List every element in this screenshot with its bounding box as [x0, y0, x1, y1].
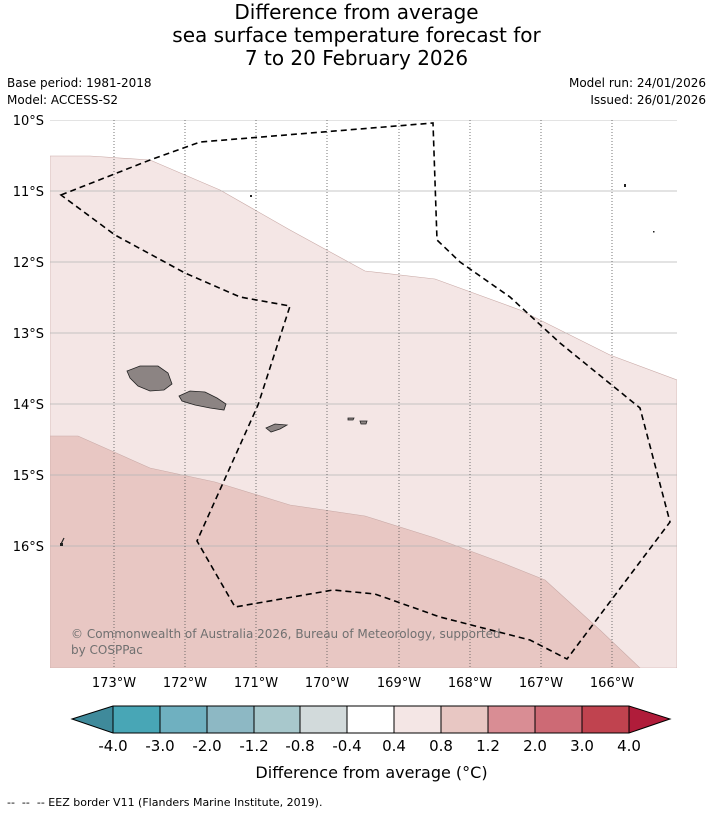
colorbar-bin-8	[441, 706, 488, 733]
map-area	[50, 120, 677, 668]
lon-label-170w: 170°W	[305, 676, 349, 691]
colorbar-tick: -1.2	[239, 737, 268, 755]
colorbar-tick: -0.4	[332, 737, 361, 755]
base-period-text: Base period: 1981-2018	[7, 76, 152, 90]
latitude-gridlines	[50, 120, 677, 547]
colorbar-bin-5	[300, 706, 347, 733]
colorbar-tick: -0.8	[285, 737, 314, 755]
eez-border	[59, 122, 671, 661]
title-line-2: sea surface temperature forecast for	[172, 23, 541, 47]
lat-label-11s: 11°S	[13, 185, 44, 200]
lon-label-166w: 166°W	[590, 676, 634, 691]
colorbar-bin-9	[488, 706, 535, 733]
ofu-island	[347, 417, 355, 421]
lat-label-10s: 10°S	[13, 114, 44, 129]
lat-label-16s: 16°S	[13, 540, 44, 555]
colorbar-tick: 3.0	[570, 737, 594, 755]
anomaly-band-0p8-1p2	[50, 435, 641, 668]
colorbar-min-arrow	[72, 706, 113, 733]
copyright-notice: © Commonwealth of Australia 2026, Bureau…	[71, 627, 501, 657]
islands	[60, 184, 655, 546]
colorbar-tick: 0.4	[382, 737, 406, 755]
small-island-1	[250, 195, 252, 197]
colorbar-bin-6	[347, 706, 394, 733]
colorbar-tick: 1.2	[476, 737, 500, 755]
lat-label-15s: 15°S	[13, 469, 44, 484]
colorbar-tick: -3.0	[145, 737, 174, 755]
colorbar-bin-11	[582, 706, 629, 733]
lon-label-172w: 172°W	[163, 676, 207, 691]
colorbar-bin-3	[207, 706, 254, 733]
small-island-2	[624, 184, 626, 187]
longitude-gridlines	[113, 120, 613, 668]
model-text: Model: ACCESS-S2	[7, 93, 119, 107]
colorbar-bin-7	[394, 706, 441, 733]
lon-label-173w: 173°W	[92, 676, 136, 691]
colorbar-bin-10	[535, 706, 582, 733]
colorbar-max-arrow	[629, 706, 670, 733]
colorbar-ticks: -4.0 -3.0 -2.0 -1.2 -0.8 -0.4 0.4 0.8 1.…	[98, 737, 641, 755]
colorbar-tick: 4.0	[617, 737, 641, 755]
savaii-island	[126, 365, 173, 392]
colorbar-tick: -2.0	[192, 737, 221, 755]
tau-island	[359, 420, 368, 425]
colorbar-bin-2	[160, 706, 207, 733]
lon-label-171w: 171°W	[234, 676, 278, 691]
colorbar-bin-4	[254, 706, 300, 733]
small-island-3	[653, 231, 655, 233]
model-run-text: Model run: 24/01/2026	[568, 76, 706, 90]
lat-label-14s: 14°S	[13, 398, 44, 413]
lat-label-13s: 13°S	[13, 327, 44, 342]
colorbar-tick: 2.0	[523, 737, 547, 755]
title-line-1: Difference from average	[234, 0, 479, 24]
title-line-3: 7 to 20 February 2026	[244, 46, 469, 70]
issued-text: Issued: 26/01/2026	[590, 93, 706, 107]
lon-label-167w: 167°W	[519, 676, 563, 691]
colorbar-tick: -4.0	[98, 737, 127, 755]
latitude-labels: 10°S 11°S 12°S 13°S 14°S 15°S 16°S	[13, 114, 44, 555]
colorbar: -4.0 -3.0 -2.0 -1.2 -0.8 -0.4 0.4 0.8 1.…	[70, 705, 672, 755]
colorbar-label: Difference from average (°C)	[255, 763, 488, 782]
tutuila-island	[265, 423, 289, 433]
lon-label-169w: 169°W	[377, 676, 421, 691]
lat-label-12s: 12°S	[13, 256, 44, 271]
small-island-5	[60, 543, 63, 546]
lon-label-168w: 168°W	[448, 676, 492, 691]
colorbar-tick: 0.8	[429, 737, 453, 755]
longitude-labels: 173°W 172°W 171°W 170°W 169°W 168°W 167°…	[92, 676, 634, 691]
colorbar-bin-1	[113, 706, 160, 733]
eez-legend-note: -- -- -- EEZ border V11 (Flanders Marine…	[7, 796, 323, 809]
upolu-island	[178, 390, 227, 411]
